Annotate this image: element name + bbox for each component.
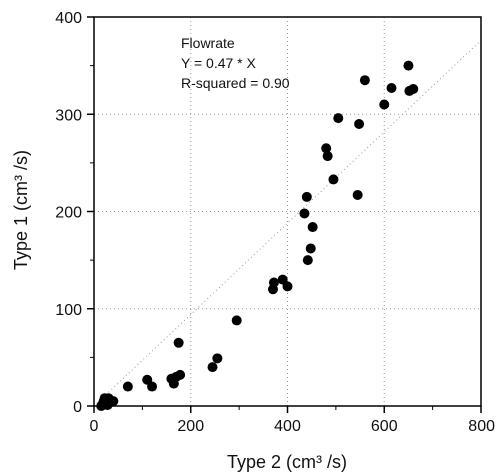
data-point bbox=[147, 381, 158, 392]
x-tick-label: 800 bbox=[468, 418, 495, 435]
data-point bbox=[379, 99, 390, 110]
data-point bbox=[175, 369, 186, 380]
y-tick-label: 300 bbox=[55, 107, 82, 124]
data-point bbox=[212, 353, 223, 364]
data-point bbox=[403, 60, 414, 71]
data-point bbox=[386, 82, 397, 93]
fit-line bbox=[93, 39, 482, 407]
data-point bbox=[333, 113, 344, 124]
axis-ticks bbox=[87, 16, 482, 413]
annotation-equation: Y = 0.47 * X bbox=[181, 55, 257, 71]
data-point bbox=[408, 83, 419, 94]
x-tick-label: 0 bbox=[90, 418, 99, 435]
data-point bbox=[328, 174, 339, 185]
data-point bbox=[173, 337, 184, 348]
y-tick-label: 0 bbox=[73, 399, 82, 416]
data-point bbox=[301, 191, 312, 202]
data-point bbox=[231, 315, 242, 326]
data-point bbox=[305, 243, 316, 254]
y-tick-label: 200 bbox=[55, 205, 82, 222]
data-point bbox=[108, 396, 119, 407]
data-points bbox=[96, 60, 419, 411]
tick-labels: 0 200 400 600 800 0 100 200 300 400 bbox=[55, 10, 495, 435]
data-point bbox=[299, 208, 310, 219]
x-tick-label: 200 bbox=[177, 418, 204, 435]
data-point bbox=[122, 381, 133, 392]
annotation-title: Flowrate bbox=[181, 35, 235, 51]
data-point bbox=[302, 255, 313, 266]
annotation-r-squared: R-squared = 0.90 bbox=[181, 75, 290, 91]
x-axis-title: Type 2 (cm³ /s) bbox=[227, 452, 347, 472]
data-point bbox=[307, 222, 318, 233]
data-point bbox=[268, 277, 279, 288]
data-point bbox=[352, 189, 363, 200]
data-point bbox=[321, 143, 332, 154]
data-point bbox=[354, 118, 365, 129]
data-point bbox=[282, 281, 293, 292]
data-point bbox=[207, 362, 218, 373]
x-tick-label: 400 bbox=[274, 418, 301, 435]
x-tick-label: 600 bbox=[371, 418, 398, 435]
data-point bbox=[359, 75, 370, 86]
y-tick-label: 100 bbox=[55, 302, 82, 319]
grid-lines bbox=[94, 17, 481, 406]
data-point bbox=[322, 151, 333, 162]
y-tick-label: 400 bbox=[55, 10, 82, 27]
y-axis-title: Type 1 (cm³ /s) bbox=[11, 150, 31, 270]
